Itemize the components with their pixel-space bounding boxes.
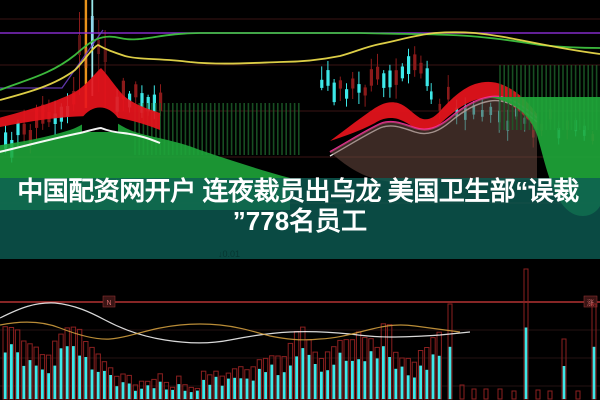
svg-text:↓0.01: ↓0.01: [218, 249, 240, 259]
svg-text:中国配资网开户 连夜裁员出乌龙 美国卫生部“误裁: 中国配资网开户 连夜裁员出乌龙 美国卫生部“误裁: [17, 176, 579, 206]
svg-text:”778名员工: ”778名员工: [233, 206, 367, 236]
svg-text:N: N: [106, 300, 111, 307]
svg-text:涨: 涨: [587, 298, 594, 307]
